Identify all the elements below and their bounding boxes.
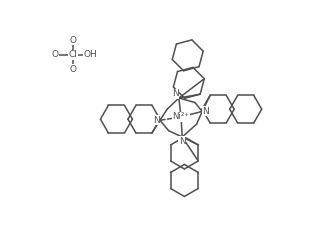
Text: O: O <box>51 50 58 59</box>
Text: Cl: Cl <box>69 50 78 59</box>
Text: OH: OH <box>84 50 97 59</box>
Text: O: O <box>70 36 77 45</box>
Text: O: O <box>70 65 77 74</box>
Text: Ni²⁺: Ni²⁺ <box>173 112 190 122</box>
Text: N: N <box>179 137 186 146</box>
Text: N: N <box>172 89 179 98</box>
Text: N: N <box>202 107 209 116</box>
Text: N: N <box>153 116 160 125</box>
